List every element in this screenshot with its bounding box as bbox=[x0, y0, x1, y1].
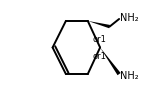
Polygon shape bbox=[88, 21, 110, 28]
Polygon shape bbox=[100, 48, 121, 75]
Text: or1: or1 bbox=[92, 35, 106, 44]
Text: or1: or1 bbox=[92, 52, 106, 61]
Text: NH₂: NH₂ bbox=[120, 13, 139, 23]
Text: NH₂: NH₂ bbox=[120, 71, 139, 81]
